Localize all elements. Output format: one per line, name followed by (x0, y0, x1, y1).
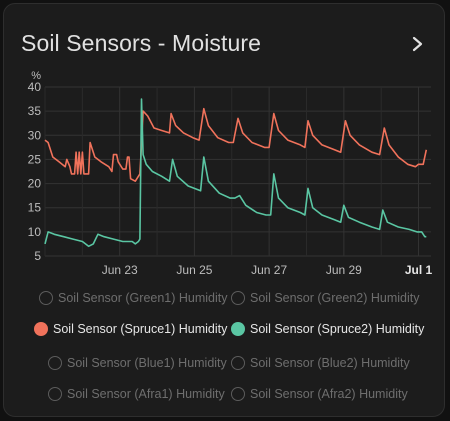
legend-item-green2[interactable]: Soil Sensor (Green2) Humidity (231, 291, 420, 305)
legend-label: Soil Sensor (Spruce1) Humidity (53, 322, 228, 336)
legend-label: Soil Sensor (Blue2) Humidity (250, 356, 410, 370)
legend-label: Soil Sensor (Green2) Humidity (250, 291, 420, 305)
legend-item-blue2[interactable]: Soil Sensor (Blue2) Humidity (231, 356, 410, 370)
legend-swatch (48, 356, 62, 370)
legend-label: Soil Sensor (Afra2) Humidity (250, 387, 408, 401)
legend-label: Soil Sensor (Spruce2) Humidity (250, 322, 425, 336)
legend-swatch (231, 387, 245, 401)
y-tick-label: 30 (28, 128, 42, 142)
x-tick-label: Jun 25 (176, 263, 212, 277)
legend-swatch (39, 291, 53, 305)
legend-item-blue1[interactable]: Soil Sensor (Blue1) Humidity (48, 356, 227, 370)
legend-item-spruce1[interactable]: Soil Sensor (Spruce1) Humidity (34, 322, 227, 336)
legend-row-3: Soil Sensor (Blue1) Humidity Soil Sensor… (4, 356, 446, 380)
legend-item-afra2[interactable]: Soil Sensor (Afra2) Humidity (231, 387, 408, 401)
legend-swatch (231, 356, 245, 370)
y-axis-label: % (31, 70, 41, 82)
legend-label: Soil Sensor (Blue1) Humidity (67, 356, 227, 370)
x-tick-label: Jun 27 (251, 263, 287, 277)
card-title: Soil Sensors - Moisture (21, 30, 262, 56)
y-tick-label: 20 (28, 177, 42, 191)
y-tick-label: 35 (28, 104, 42, 118)
legend-label: Soil Sensor (Green1) Humidity (58, 291, 228, 305)
legend-item-afra1[interactable]: Soil Sensor (Afra1) Humidity (48, 387, 225, 401)
y-tick-label: 10 (28, 225, 42, 239)
legend-swatch (231, 322, 245, 336)
legend-row-1: Soil Sensor (Green1) Humidity Soil Senso… (4, 291, 446, 315)
legend-item-spruce2[interactable]: Soil Sensor (Spruce2) Humidity (231, 322, 424, 336)
x-tick-label: Jun 29 (326, 263, 362, 277)
series-line-spruce2 (44, 98, 427, 248)
y-tick-label: 25 (28, 152, 42, 166)
chevron-right-icon[interactable] (410, 34, 426, 54)
x-tick-label: Jun 23 (102, 263, 138, 277)
legend-label: Soil Sensor (Afra1) Humidity (67, 387, 225, 401)
legend-swatch (34, 322, 48, 336)
y-tick-label: 40 (28, 80, 42, 94)
y-tick-label: 5 (34, 249, 41, 263)
moisture-line-chart: 5 10 15 20 25 30 35 40% Jun 23 Jun 25 Jun 27 Jun 29… (28, 70, 433, 277)
y-tick-label: 15 (28, 201, 42, 215)
legend-row-4: Soil Sensor (Afra1) Humidity Soil Sensor… (4, 387, 446, 411)
series-line-spruce1 (44, 107, 428, 182)
legend-row-2: Soil Sensor (Spruce1) Humidity Soil Sens… (4, 322, 446, 346)
legend-swatch (48, 387, 62, 401)
history-card: Soil Sensors - Moisture 5 10 15 20 25 30 35 40%… (3, 3, 445, 417)
legend-swatch (231, 291, 245, 305)
x-tick-label: Jul 1 (405, 263, 433, 277)
legend-item-green1[interactable]: Soil Sensor (Green1) Humidity (39, 291, 228, 305)
